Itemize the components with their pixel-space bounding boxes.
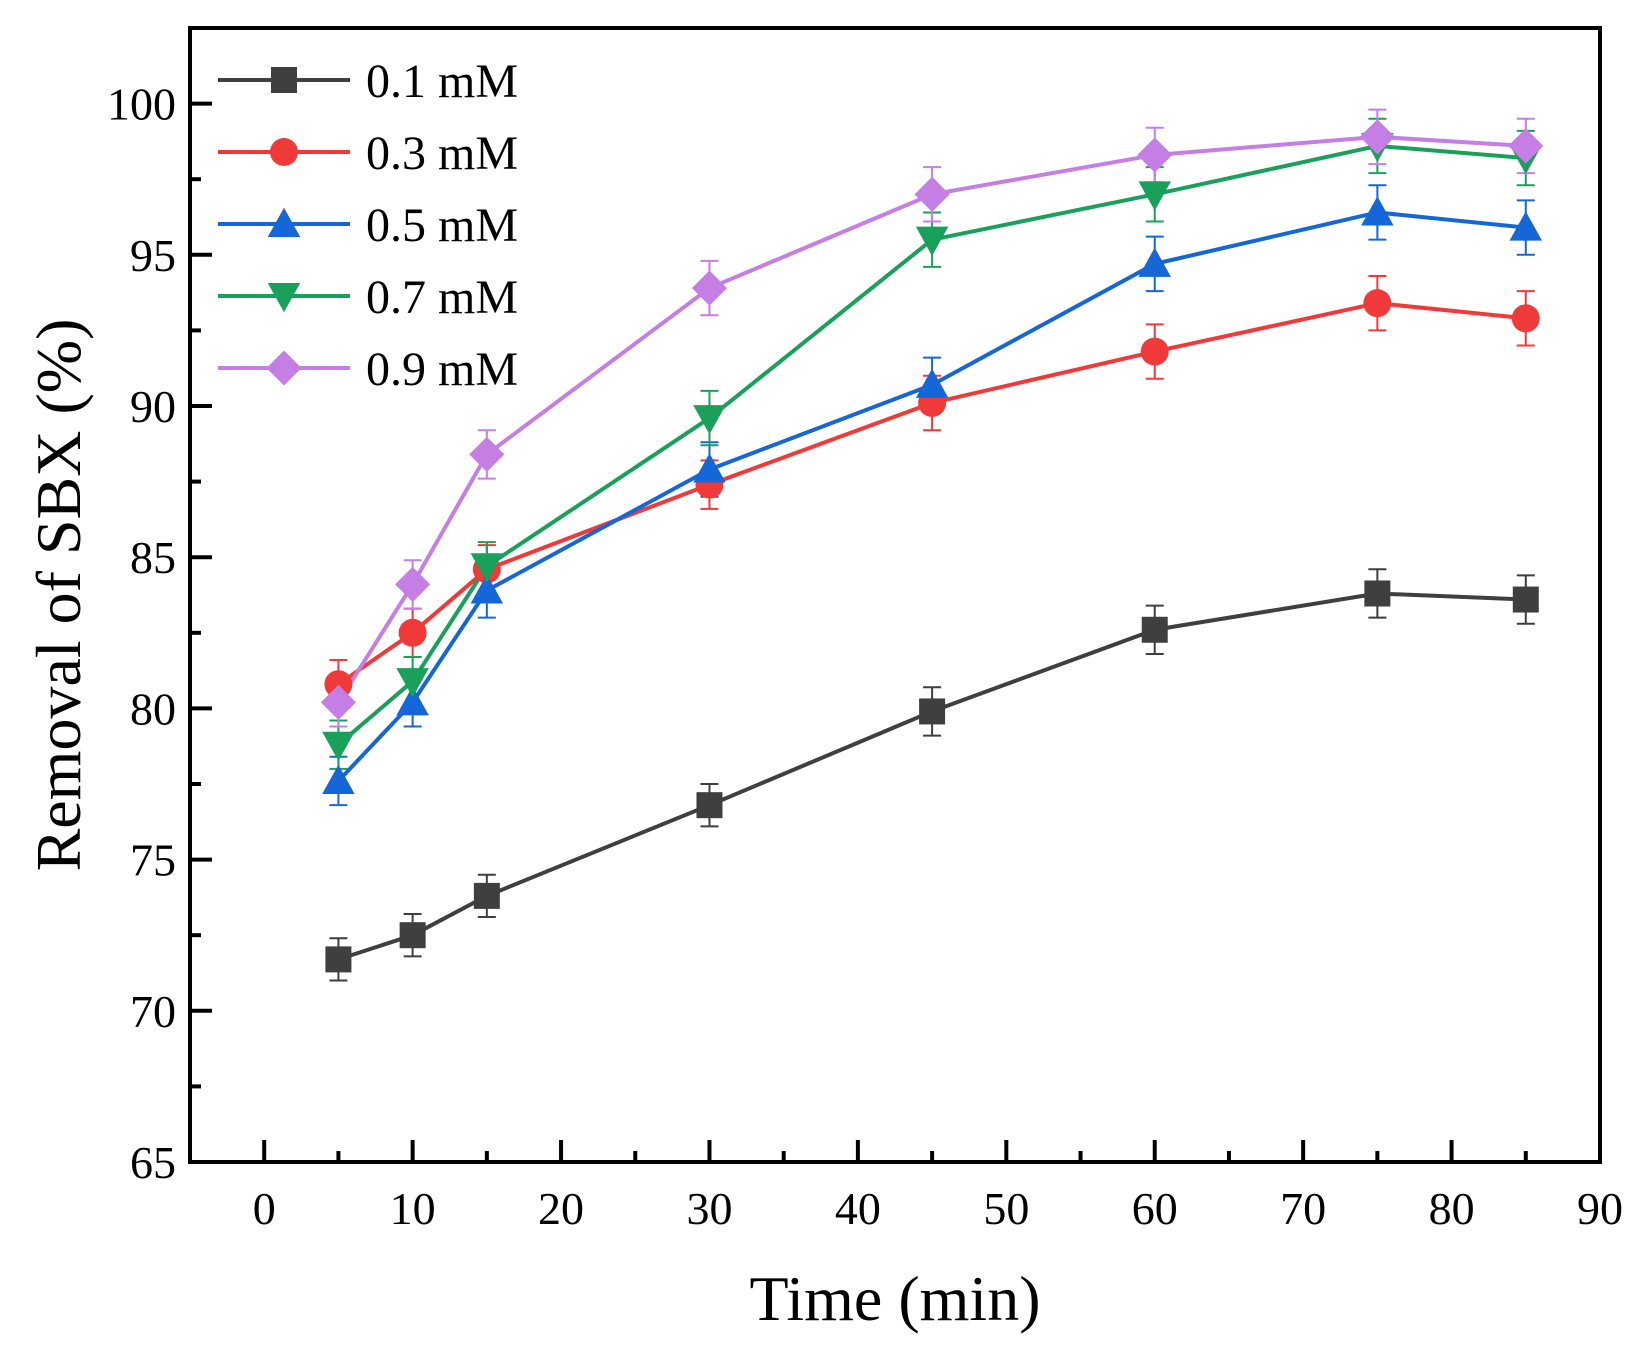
data-point <box>396 686 429 716</box>
plot-frame <box>188 26 1602 1164</box>
series-line <box>337 301 1526 686</box>
legend-label: 0.9 mM <box>366 343 518 396</box>
legend-marker <box>266 350 302 386</box>
data-point <box>1511 304 1540 333</box>
data-point <box>469 436 505 472</box>
legend-marker <box>270 138 298 166</box>
legend-marker <box>271 67 297 93</box>
data-point <box>696 792 723 819</box>
x-tick-label: 0 <box>253 1183 276 1234</box>
series-line <box>336 134 1526 704</box>
data-point <box>395 566 431 602</box>
series-line <box>336 210 1526 783</box>
x-tick-label: 70 <box>1280 1183 1326 1234</box>
data-point <box>398 618 427 647</box>
data-point <box>915 226 949 256</box>
x-tick-label: 90 <box>1577 1183 1623 1234</box>
series-markers <box>320 119 1544 973</box>
data-point <box>1138 247 1171 277</box>
y-axis-title: Removal of SBX (%) <box>23 319 94 872</box>
data-point <box>1364 580 1391 607</box>
x-tick-label: 30 <box>686 1183 732 1234</box>
data-point <box>1512 586 1539 613</box>
data-point <box>1141 616 1168 643</box>
data-point <box>914 176 950 212</box>
y-tick-label: 65 <box>130 1137 176 1188</box>
data-point <box>915 368 949 398</box>
data-point <box>470 553 504 583</box>
legend-label: 0.1 mM <box>366 55 518 108</box>
data-point <box>691 270 728 306</box>
x-tick-label: 40 <box>835 1183 881 1234</box>
data-point <box>325 946 352 973</box>
axes: 0 10 20 30 40 50 60 70 80 90 65 70 75 80 85 90 95 100 <box>107 79 1623 1234</box>
y-tick-label: 85 <box>130 532 176 583</box>
data-point <box>320 684 356 720</box>
legend-label: 0.5 mM <box>366 199 518 252</box>
legend-marker <box>267 207 301 237</box>
x-axis-title: Time (min) <box>750 1263 1041 1334</box>
data-point <box>1138 181 1171 211</box>
y-tick-label: 80 <box>130 683 176 734</box>
data-point <box>322 731 355 761</box>
data-point <box>1137 137 1173 173</box>
data-point <box>322 764 355 794</box>
legend-label: 0.7 mM <box>366 271 518 324</box>
y-tick-label: 90 <box>130 381 176 432</box>
series-line <box>337 143 1526 747</box>
legend-marker <box>267 283 301 313</box>
data-point <box>470 574 504 604</box>
y-tick-label: 100 <box>107 79 176 130</box>
data-point <box>1509 211 1543 241</box>
data-point <box>396 668 429 698</box>
x-tick-label: 10 <box>390 1183 436 1234</box>
legend: 0.1 mM 0.3 mM 0.5 mM 0.7 mM 0.9 mM <box>218 55 518 396</box>
data-point <box>1361 196 1394 226</box>
data-point <box>1359 119 1395 155</box>
x-tick-label: 60 <box>1132 1183 1178 1234</box>
data-point <box>1363 289 1392 318</box>
data-point <box>1508 128 1544 164</box>
x-tick-label: 50 <box>983 1183 1029 1234</box>
y-tick-label: 75 <box>130 835 176 886</box>
data-point <box>473 882 500 909</box>
x-tick-label: 80 <box>1429 1183 1475 1234</box>
data-point <box>324 670 353 699</box>
y-tick-label: 95 <box>130 230 176 281</box>
x-tick-label: 20 <box>538 1183 584 1234</box>
y-tick-label: 70 <box>130 986 176 1037</box>
data-point <box>1140 337 1169 366</box>
data-point <box>693 453 726 483</box>
data-point <box>919 698 946 725</box>
data-point <box>399 922 426 949</box>
data-point <box>693 405 726 435</box>
legend-label: 0.3 mM <box>366 127 518 180</box>
